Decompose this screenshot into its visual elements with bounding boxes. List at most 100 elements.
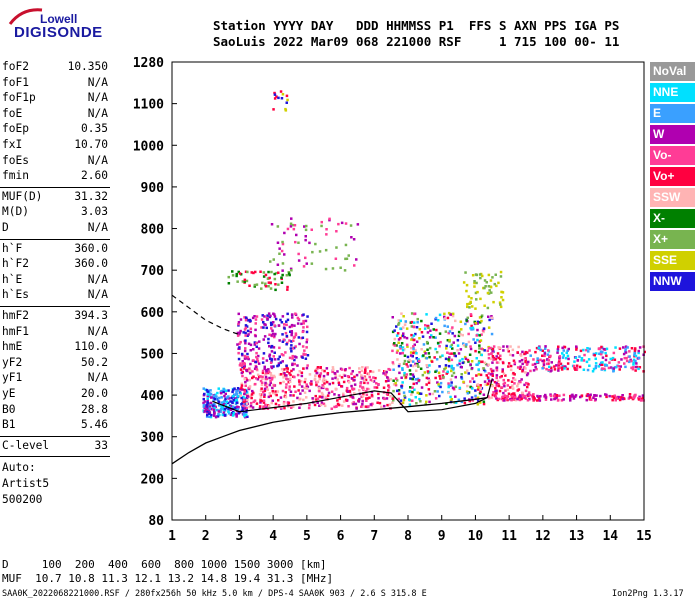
echo-point [289,394,292,397]
echo-point [278,247,281,250]
extrapolated-profile-line [171,294,240,336]
echo-point [262,271,266,274]
echo-point [243,354,247,358]
echo-point [249,369,252,372]
echo-point [208,407,211,410]
echo-point [261,377,264,380]
echo-point [639,399,643,402]
echo-point [213,397,217,401]
echo-point [466,384,469,388]
echo-point [351,395,354,399]
echo-point [447,385,450,389]
echo-point [268,345,271,348]
echo-point [267,312,271,315]
echo-point [322,385,325,388]
echo-point [259,395,263,398]
echo-point [560,368,564,371]
echo-point [267,404,271,408]
echo-point [232,412,236,415]
echo-point [524,360,527,364]
echo-point [447,358,450,361]
echo-point [593,394,596,397]
echo-point [263,365,266,369]
echo-point [525,373,529,377]
echo-point [543,354,546,358]
echo-point [303,225,306,228]
echo-point [565,351,568,355]
echo-point [521,350,524,354]
echo-point [471,274,475,277]
param-row: hmE 110.0 [2,340,108,356]
echo-point [273,334,276,337]
echo-point [499,376,502,379]
echo-point [408,369,412,372]
echo-point [482,330,485,334]
echo-point [283,368,286,371]
echo-point [487,382,490,385]
echo-point [458,359,462,362]
echo-point [595,394,598,397]
echo-point [469,363,472,366]
echo-point [451,326,454,329]
echo-point [270,374,273,377]
echo-point [301,345,305,348]
echo-point [393,329,396,332]
echo-point [576,359,580,362]
echo-point [255,365,258,369]
echo-point [550,366,553,369]
param-name: foE [2,106,23,120]
param-row: foEp 0.35 [2,122,108,138]
echo-point [246,334,249,337]
echo-point [273,324,276,327]
echo-point [271,329,274,332]
echo-point [594,366,597,370]
echo-point [618,398,622,402]
echo-point [350,236,353,239]
echo-point [485,374,488,377]
echo-point [453,334,457,338]
echo-point [401,367,404,370]
echo-point [272,346,276,349]
echo-point [400,386,404,390]
echo-point [324,267,328,271]
echo-point [588,395,592,399]
echo-point [385,370,388,374]
echo-point [486,376,490,379]
echo-point [244,342,247,345]
echo-point [403,371,406,375]
echo-point [509,386,512,389]
echo-point [503,399,506,402]
echo-point [459,320,463,323]
echo-point [520,397,523,401]
echo-point [509,395,512,398]
echo-point [364,405,368,408]
echo-point [342,400,346,403]
echo-point [291,316,294,319]
echo-point [305,262,308,265]
echo-point [285,366,289,370]
echo-point [526,399,530,402]
echo-point [402,326,405,329]
echo-point [355,407,358,410]
echo-point [417,379,420,382]
echo-point [611,395,614,398]
echo-point [303,349,306,352]
echo-point [449,378,453,381]
echo-point [601,351,604,354]
echo-point [255,341,258,345]
echo-point [286,341,289,345]
logo-swoosh-icon [8,8,43,25]
echo-point [497,384,501,388]
echo-point [403,336,406,339]
echo-point [473,320,476,324]
echo-point [255,402,259,405]
echo-point [292,368,295,371]
param-row: MUF(D) 31.32 [2,190,108,206]
echo-point [457,330,461,334]
echo-point [396,332,400,335]
echo-point [494,387,497,390]
echo-point [401,349,405,352]
echo-point [558,394,561,397]
echo-point [489,279,493,282]
echo-point [263,367,266,371]
